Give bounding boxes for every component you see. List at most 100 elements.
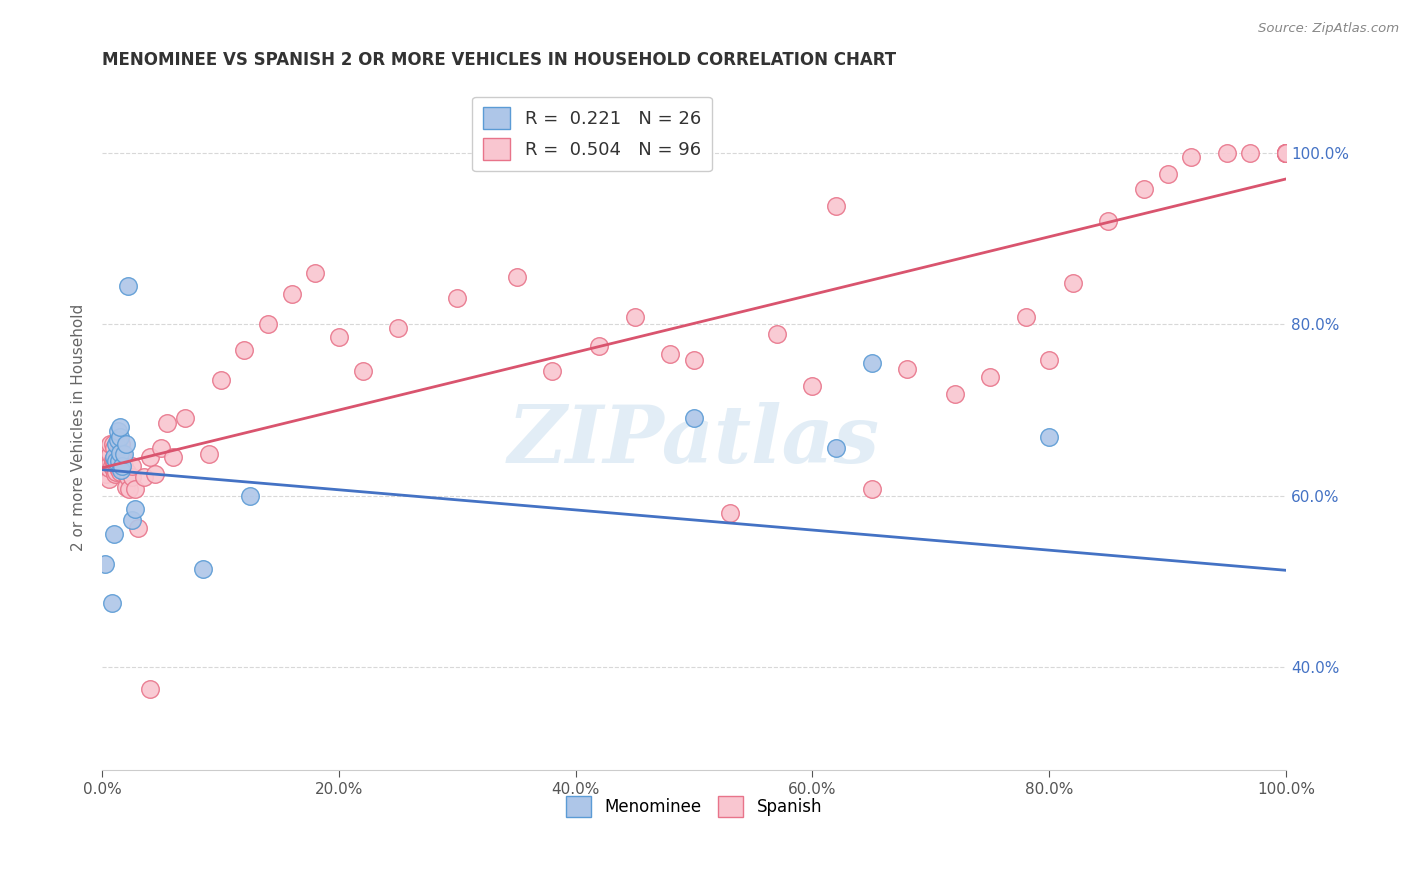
Point: [110, 461, 132, 475]
Point: [1275, 145, 1298, 160]
Point: [1275, 145, 1298, 160]
Y-axis label: 2 or more Vehicles in Household: 2 or more Vehicles in Household: [72, 303, 86, 550]
Point: [96, 458, 118, 473]
Point: [100, 596, 122, 610]
Point: [683, 353, 706, 368]
Point: [100, 456, 122, 470]
Point: [110, 463, 132, 477]
Point: [110, 450, 132, 464]
Point: [624, 310, 647, 325]
Point: [1216, 145, 1239, 160]
Point: [1275, 145, 1298, 160]
Point: [108, 454, 131, 468]
Point: [117, 278, 139, 293]
Point: [352, 364, 374, 378]
Point: [304, 266, 326, 280]
Point: [104, 456, 127, 470]
Point: [328, 330, 350, 344]
Point: [860, 482, 883, 496]
Point: [138, 450, 160, 464]
Point: [111, 448, 134, 462]
Point: [446, 292, 468, 306]
Point: [108, 420, 131, 434]
Point: [979, 370, 1001, 384]
Point: [1275, 145, 1298, 160]
Point: [121, 513, 143, 527]
Point: [191, 561, 214, 575]
Point: [132, 470, 155, 484]
Point: [162, 450, 184, 464]
Point: [1275, 145, 1298, 160]
Point: [1275, 145, 1298, 160]
Point: [1180, 150, 1202, 164]
Point: [107, 442, 129, 456]
Point: [105, 465, 128, 479]
Point: [825, 199, 848, 213]
Point: [112, 458, 135, 473]
Point: [718, 506, 741, 520]
Point: [1275, 145, 1298, 160]
Point: [1038, 430, 1060, 444]
Point: [541, 364, 564, 378]
Text: ZIPatlas: ZIPatlas: [508, 402, 880, 480]
Point: [103, 527, 125, 541]
Point: [115, 437, 138, 451]
Point: [107, 454, 129, 468]
Point: [1275, 145, 1298, 160]
Point: [100, 448, 122, 462]
Point: [683, 411, 706, 425]
Point: [860, 356, 883, 370]
Point: [108, 465, 131, 479]
Point: [138, 681, 160, 696]
Point: [115, 467, 138, 482]
Point: [112, 448, 135, 462]
Point: [387, 321, 409, 335]
Point: [1275, 145, 1298, 160]
Point: [1038, 353, 1060, 368]
Point: [659, 347, 682, 361]
Point: [100, 437, 122, 451]
Point: [1275, 145, 1298, 160]
Point: [103, 450, 125, 464]
Point: [1133, 182, 1156, 196]
Point: [943, 387, 966, 401]
Point: [1062, 276, 1084, 290]
Point: [103, 463, 125, 477]
Point: [239, 489, 262, 503]
Point: [825, 442, 848, 456]
Point: [101, 437, 124, 451]
Point: [103, 454, 125, 468]
Point: [280, 287, 302, 301]
Point: [110, 437, 132, 451]
Point: [1014, 310, 1036, 325]
Point: [108, 430, 131, 444]
Point: [1239, 145, 1261, 160]
Point: [114, 465, 136, 479]
Point: [105, 437, 128, 451]
Point: [107, 433, 129, 447]
Point: [209, 373, 232, 387]
Point: [97, 450, 120, 464]
Text: MENOMINEE VS SPANISH 2 OR MORE VEHICLES IN HOUSEHOLD CORRELATION CHART: MENOMINEE VS SPANISH 2 OR MORE VEHICLES …: [103, 51, 897, 69]
Point: [107, 461, 129, 475]
Point: [115, 465, 138, 479]
Point: [101, 452, 124, 467]
Point: [98, 471, 121, 485]
Point: [1275, 145, 1298, 160]
Point: [103, 442, 125, 456]
Point: [111, 458, 134, 473]
Point: [121, 458, 143, 473]
Point: [156, 416, 179, 430]
Point: [100, 458, 122, 473]
Point: [150, 442, 173, 456]
Point: [1275, 145, 1298, 160]
Point: [505, 270, 527, 285]
Point: [896, 361, 918, 376]
Point: [105, 454, 128, 468]
Point: [197, 448, 219, 462]
Point: [1275, 145, 1298, 160]
Point: [98, 461, 121, 475]
Point: [93, 558, 115, 572]
Point: [174, 411, 197, 425]
Point: [124, 501, 146, 516]
